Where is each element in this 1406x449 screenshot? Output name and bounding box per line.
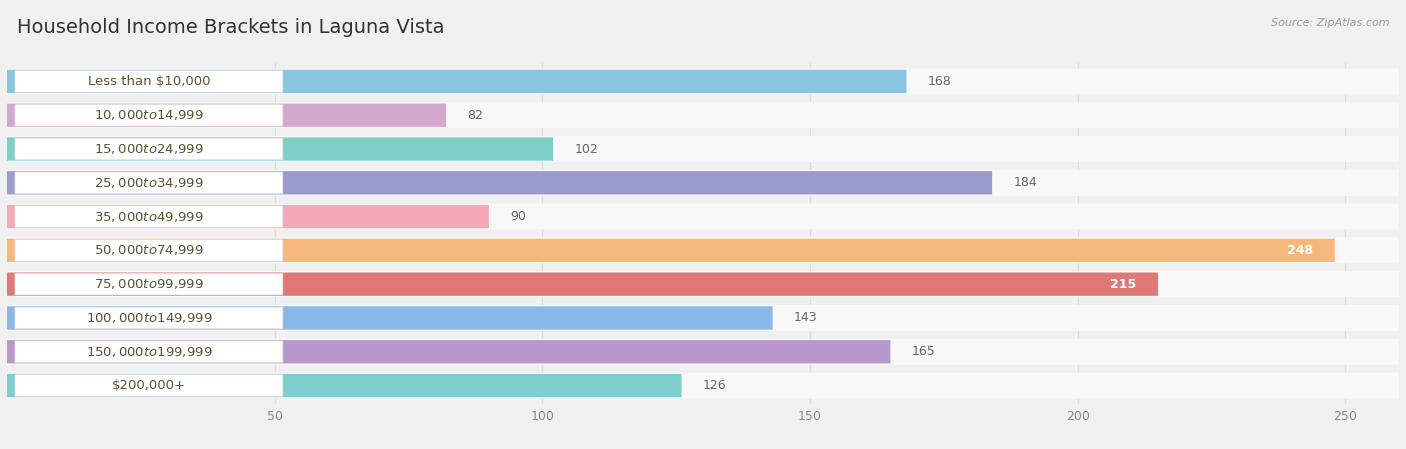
Text: $35,000 to $49,999: $35,000 to $49,999 [94,210,204,224]
Text: 165: 165 [912,345,935,358]
FancyBboxPatch shape [7,70,907,93]
FancyBboxPatch shape [15,307,283,329]
FancyBboxPatch shape [7,305,1399,331]
Text: $15,000 to $24,999: $15,000 to $24,999 [94,142,204,156]
Text: $200,000+: $200,000+ [112,379,186,392]
FancyBboxPatch shape [7,171,993,194]
FancyBboxPatch shape [15,273,283,295]
FancyBboxPatch shape [7,238,1399,264]
Text: 82: 82 [467,109,484,122]
FancyBboxPatch shape [7,373,1399,399]
FancyBboxPatch shape [7,136,1399,162]
FancyBboxPatch shape [7,273,1159,296]
FancyBboxPatch shape [15,341,283,362]
Text: $150,000 to $199,999: $150,000 to $199,999 [86,345,212,359]
FancyBboxPatch shape [7,271,1399,297]
Text: 90: 90 [510,210,526,223]
FancyBboxPatch shape [7,102,1399,128]
Text: $100,000 to $149,999: $100,000 to $149,999 [86,311,212,325]
FancyBboxPatch shape [15,138,283,160]
FancyBboxPatch shape [7,104,446,127]
FancyBboxPatch shape [15,172,283,194]
FancyBboxPatch shape [15,240,283,261]
FancyBboxPatch shape [7,339,1399,365]
FancyBboxPatch shape [7,306,773,330]
FancyBboxPatch shape [7,205,489,228]
FancyBboxPatch shape [7,239,1334,262]
Text: 184: 184 [1014,176,1038,189]
FancyBboxPatch shape [15,105,283,126]
Text: 102: 102 [575,142,599,155]
Text: 126: 126 [703,379,727,392]
Text: $75,000 to $99,999: $75,000 to $99,999 [94,277,204,291]
FancyBboxPatch shape [7,340,890,363]
Text: Less than $10,000: Less than $10,000 [87,75,209,88]
FancyBboxPatch shape [7,374,682,397]
Text: Source: ZipAtlas.com: Source: ZipAtlas.com [1271,18,1389,28]
Text: $10,000 to $14,999: $10,000 to $14,999 [94,108,204,122]
FancyBboxPatch shape [15,375,283,396]
FancyBboxPatch shape [7,68,1399,94]
Text: 248: 248 [1286,244,1313,257]
FancyBboxPatch shape [15,206,283,227]
Text: $25,000 to $34,999: $25,000 to $34,999 [94,176,204,190]
Text: $50,000 to $74,999: $50,000 to $74,999 [94,243,204,257]
Text: 143: 143 [794,312,818,325]
FancyBboxPatch shape [7,170,1399,196]
FancyBboxPatch shape [7,137,553,161]
FancyBboxPatch shape [7,203,1399,229]
Text: 168: 168 [928,75,952,88]
FancyBboxPatch shape [15,70,283,92]
Text: 215: 215 [1111,277,1136,291]
Text: Household Income Brackets in Laguna Vista: Household Income Brackets in Laguna Vist… [17,18,444,37]
